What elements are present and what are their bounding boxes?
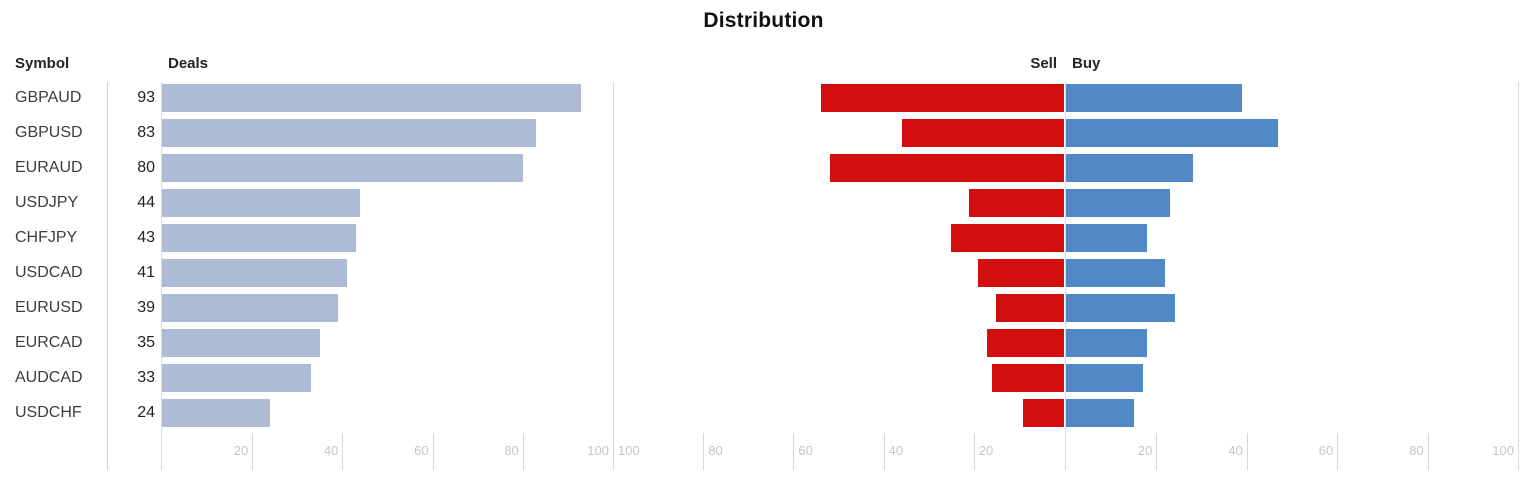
sell-bar [996,294,1064,322]
deals-bar [162,329,320,357]
buy-bar [1066,399,1134,427]
axis-grid-line [1064,82,1066,470]
sell-bar [951,224,1065,252]
deals-bar [162,294,338,322]
axis-grid-line [613,82,614,470]
deals-value: 44 [137,194,155,211]
buy-bar [1066,154,1193,182]
axis-tick [1427,433,1429,470]
buy-bar [1066,224,1148,252]
table-row: USDCAD 41 [0,259,1527,287]
deals-value: 35 [137,334,155,351]
sell-bar [901,119,1064,147]
symbol-label: CHFJPY [15,229,78,246]
sell-bar [987,329,1064,357]
deals-bar [162,154,523,182]
sell-bar [829,154,1064,182]
axis-tick [1246,433,1248,470]
deals-value: 83 [137,124,155,141]
deals-value: 80 [137,159,155,176]
axis-tick-label: 20 [1137,443,1153,458]
deals-value: 24 [137,404,155,421]
chart-title: Distribution [703,9,824,32]
axis-tick-label: 100 [587,443,609,458]
buy-bar [1066,119,1279,147]
deals-bar [162,224,356,252]
axis-tick-label: 80 [504,443,519,458]
axis-tick-label: 60 [1318,443,1334,458]
column-separator-line [107,82,108,470]
deals-value: 39 [137,299,155,316]
symbol-label: USDJPY [15,194,79,211]
axis-tick [342,433,344,470]
table-row: EURAUD 80 [0,154,1527,182]
axis-tick [432,433,434,470]
deals-value: 41 [137,264,155,281]
axis-tick-label: 40 [1228,443,1243,458]
axis-tick-label: 80 [1409,443,1424,458]
buy-bar [1066,329,1148,357]
table-row: USDCHF 24 [0,399,1527,427]
axis-grid-line [161,82,162,470]
table-row: GBPUSD 83 [0,119,1527,147]
axis-tick [703,433,705,470]
deals-value: 43 [137,229,155,246]
axis-tick-label: 100 [1492,443,1514,458]
axis-tick-label: 100 [618,443,640,458]
axis-tick-label: 40 [888,443,904,458]
deals-bar [162,84,582,112]
axis-tick [883,433,885,470]
table-row: GBPAUD 93 [0,84,1527,112]
axis-tick-label: 60 [414,443,429,458]
axis-tick-label: 60 [798,443,813,458]
symbol-label: EURCAD [15,334,83,351]
axis-tick-label: 20 [978,443,994,458]
sell-bar [991,364,1064,392]
table-row: EURCAD 35 [0,329,1527,357]
axis-tick [252,433,254,470]
table-row: EURUSD 39 [0,294,1527,322]
sell-bar [820,84,1064,112]
sell-bar [978,259,1064,287]
deals-bar [162,259,347,287]
symbol-label: USDCHF [15,404,82,421]
symbol-column-header: Symbol [15,55,70,72]
symbol-label: USDCAD [15,264,83,281]
axis-tick [973,433,975,470]
deals-bar [162,189,361,217]
axis-grid-line [1518,82,1519,470]
table-row: USDJPY 44 [0,189,1527,217]
deals-bar [162,399,271,427]
sell-bar [969,189,1064,217]
symbol-label: GBPAUD [15,89,82,106]
axis-tick-label: 80 [708,443,723,458]
symbol-label: AUDCAD [15,369,83,386]
sell-bar [1023,399,1064,427]
sell-column-header: Sell [1030,55,1057,72]
buy-bar [1066,294,1175,322]
deals-value: 93 [137,89,155,106]
symbol-label: EURAUD [15,159,83,176]
buy-bar [1066,189,1170,217]
buy-column-header: Buy [1072,55,1101,72]
deals-bar [162,119,537,147]
table-row: AUDCAD 33 [0,364,1527,392]
deals-column-header: Deals [168,55,209,72]
deals-bar [162,364,311,392]
table-row: CHFJPY 43 [0,224,1527,252]
axis-tick-label: 40 [323,443,339,458]
axis-tick-label: 20 [233,443,249,458]
symbol-label: GBPUSD [15,124,83,141]
axis-tick [1156,433,1158,470]
deals-value: 33 [137,369,155,386]
buy-bar [1066,84,1243,112]
axis-tick [793,433,795,470]
symbol-label: EURUSD [15,299,83,316]
buy-bar [1066,259,1166,287]
buy-bar [1066,364,1143,392]
axis-tick [522,433,524,470]
axis-tick [1337,433,1339,470]
